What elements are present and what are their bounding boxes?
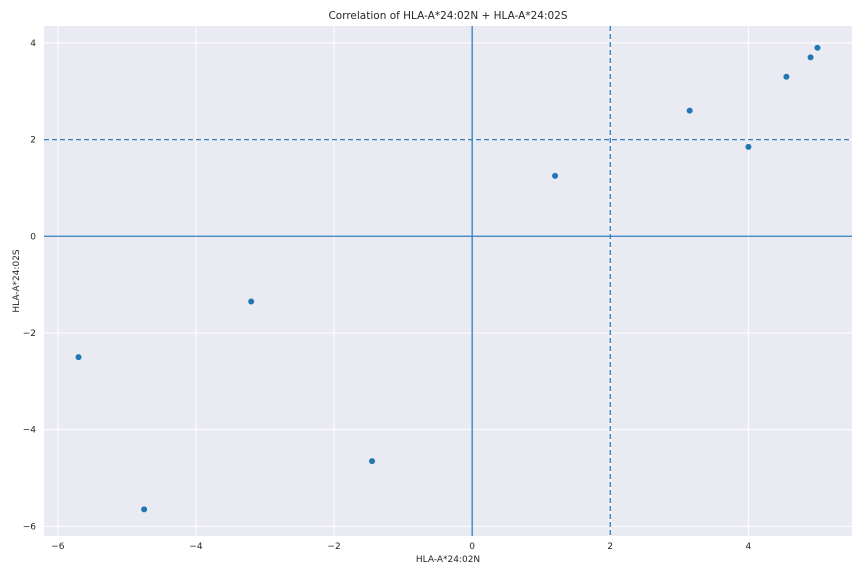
x-axis-label: HLA-A*24:02N	[416, 555, 480, 565]
plot-background	[44, 26, 852, 536]
chart-title: Correlation of HLA-A*24:02N + HLA-A*24:0…	[328, 10, 567, 22]
x-tick-label: −2	[327, 542, 340, 552]
scatter-point	[745, 143, 752, 150]
scatter-point	[686, 107, 693, 114]
scatter-point	[552, 172, 559, 179]
y-tick-label: 0	[30, 232, 36, 242]
scatter-point	[248, 298, 255, 305]
x-tick-label: −6	[51, 542, 65, 552]
scatter-point	[369, 458, 376, 465]
tick-labels: −6 −4 −2 0 2 4 −6 −4 −2 0 2 4	[23, 39, 752, 552]
y-tick-label: −2	[23, 329, 36, 339]
y-tick-label: −6	[23, 522, 37, 532]
scatter-point	[807, 54, 814, 61]
x-tick-label: 2	[607, 542, 613, 552]
data-points	[75, 44, 821, 513]
scatter-point	[783, 73, 790, 80]
scatter-point	[141, 506, 148, 513]
x-tick-label: 4	[746, 542, 752, 552]
reference-lines	[44, 26, 852, 536]
y-tick-label: −4	[23, 426, 37, 436]
x-tick-label: 0	[469, 542, 475, 552]
x-tick-label: −4	[189, 542, 203, 552]
y-axis-label: HLA-A*24:02S	[12, 249, 22, 313]
y-tick-label: 4	[30, 39, 36, 49]
y-tick-label: 2	[30, 136, 36, 146]
scatter-point	[814, 44, 821, 51]
scatter-point	[75, 354, 82, 361]
